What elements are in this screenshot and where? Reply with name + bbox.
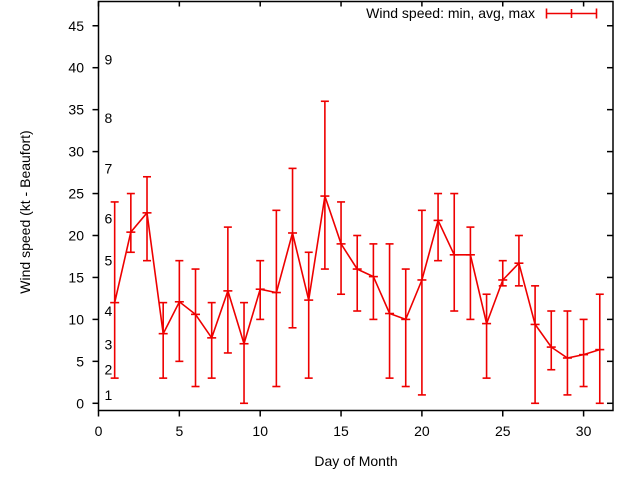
legend-errorbar-sample-icon bbox=[545, 8, 598, 19]
x-tick-label: 15 bbox=[333, 423, 349, 439]
y-tick-label: 15 bbox=[68, 269, 84, 285]
y-tick-labels: 0 5 10 15 20 25 30 35 40 45 bbox=[68, 18, 84, 412]
x-tick-label: 0 bbox=[95, 423, 103, 439]
beaufort-label: 7 bbox=[105, 160, 113, 176]
beaufort-label: 2 bbox=[105, 362, 113, 378]
legend-label: Wind speed: min, avg, max bbox=[366, 5, 535, 21]
y-tick-label: 25 bbox=[68, 186, 84, 202]
x-tick-label: 25 bbox=[495, 423, 511, 439]
beaufort-label: 6 bbox=[105, 211, 113, 227]
legend: Wind speed: min, avg, max bbox=[366, 5, 598, 21]
avg-line bbox=[113, 195, 601, 359]
plot-border bbox=[97, 0, 614, 412]
y-axis-title: Wind speed (kt - Beaufort) bbox=[17, 130, 33, 293]
y-tick-label: 10 bbox=[68, 311, 84, 327]
x-tick-label: 10 bbox=[252, 423, 268, 439]
y-tick-label: 45 bbox=[68, 18, 84, 34]
errorbar-series bbox=[110, 100, 605, 405]
x-tick-label: 5 bbox=[175, 423, 183, 439]
beaufort-label: 5 bbox=[105, 253, 113, 269]
beaufort-label: 1 bbox=[105, 387, 113, 403]
beaufort-scale-labels: 1 2 3 4 5 6 7 8 9 bbox=[105, 51, 113, 403]
beaufort-label: 8 bbox=[105, 110, 113, 126]
x-tick-label: 20 bbox=[414, 423, 430, 439]
beaufort-label: 4 bbox=[105, 303, 113, 319]
x-tick-labels: 0 5 10 15 20 25 30 bbox=[95, 423, 592, 439]
beaufort-label: 3 bbox=[105, 337, 113, 353]
y-tick-label: 5 bbox=[76, 353, 84, 369]
x-tick-label: 30 bbox=[576, 423, 592, 439]
y-tick-label: 35 bbox=[68, 102, 84, 118]
beaufort-label: 9 bbox=[105, 51, 113, 67]
y-tick-label: 0 bbox=[76, 395, 84, 411]
y-tick-label: 20 bbox=[68, 228, 84, 244]
y-tick-label: 30 bbox=[68, 144, 84, 160]
x-axis-title: Day of Month bbox=[314, 453, 397, 469]
axis-ticks bbox=[92, 1, 613, 417]
y-tick-label: 40 bbox=[68, 60, 84, 76]
